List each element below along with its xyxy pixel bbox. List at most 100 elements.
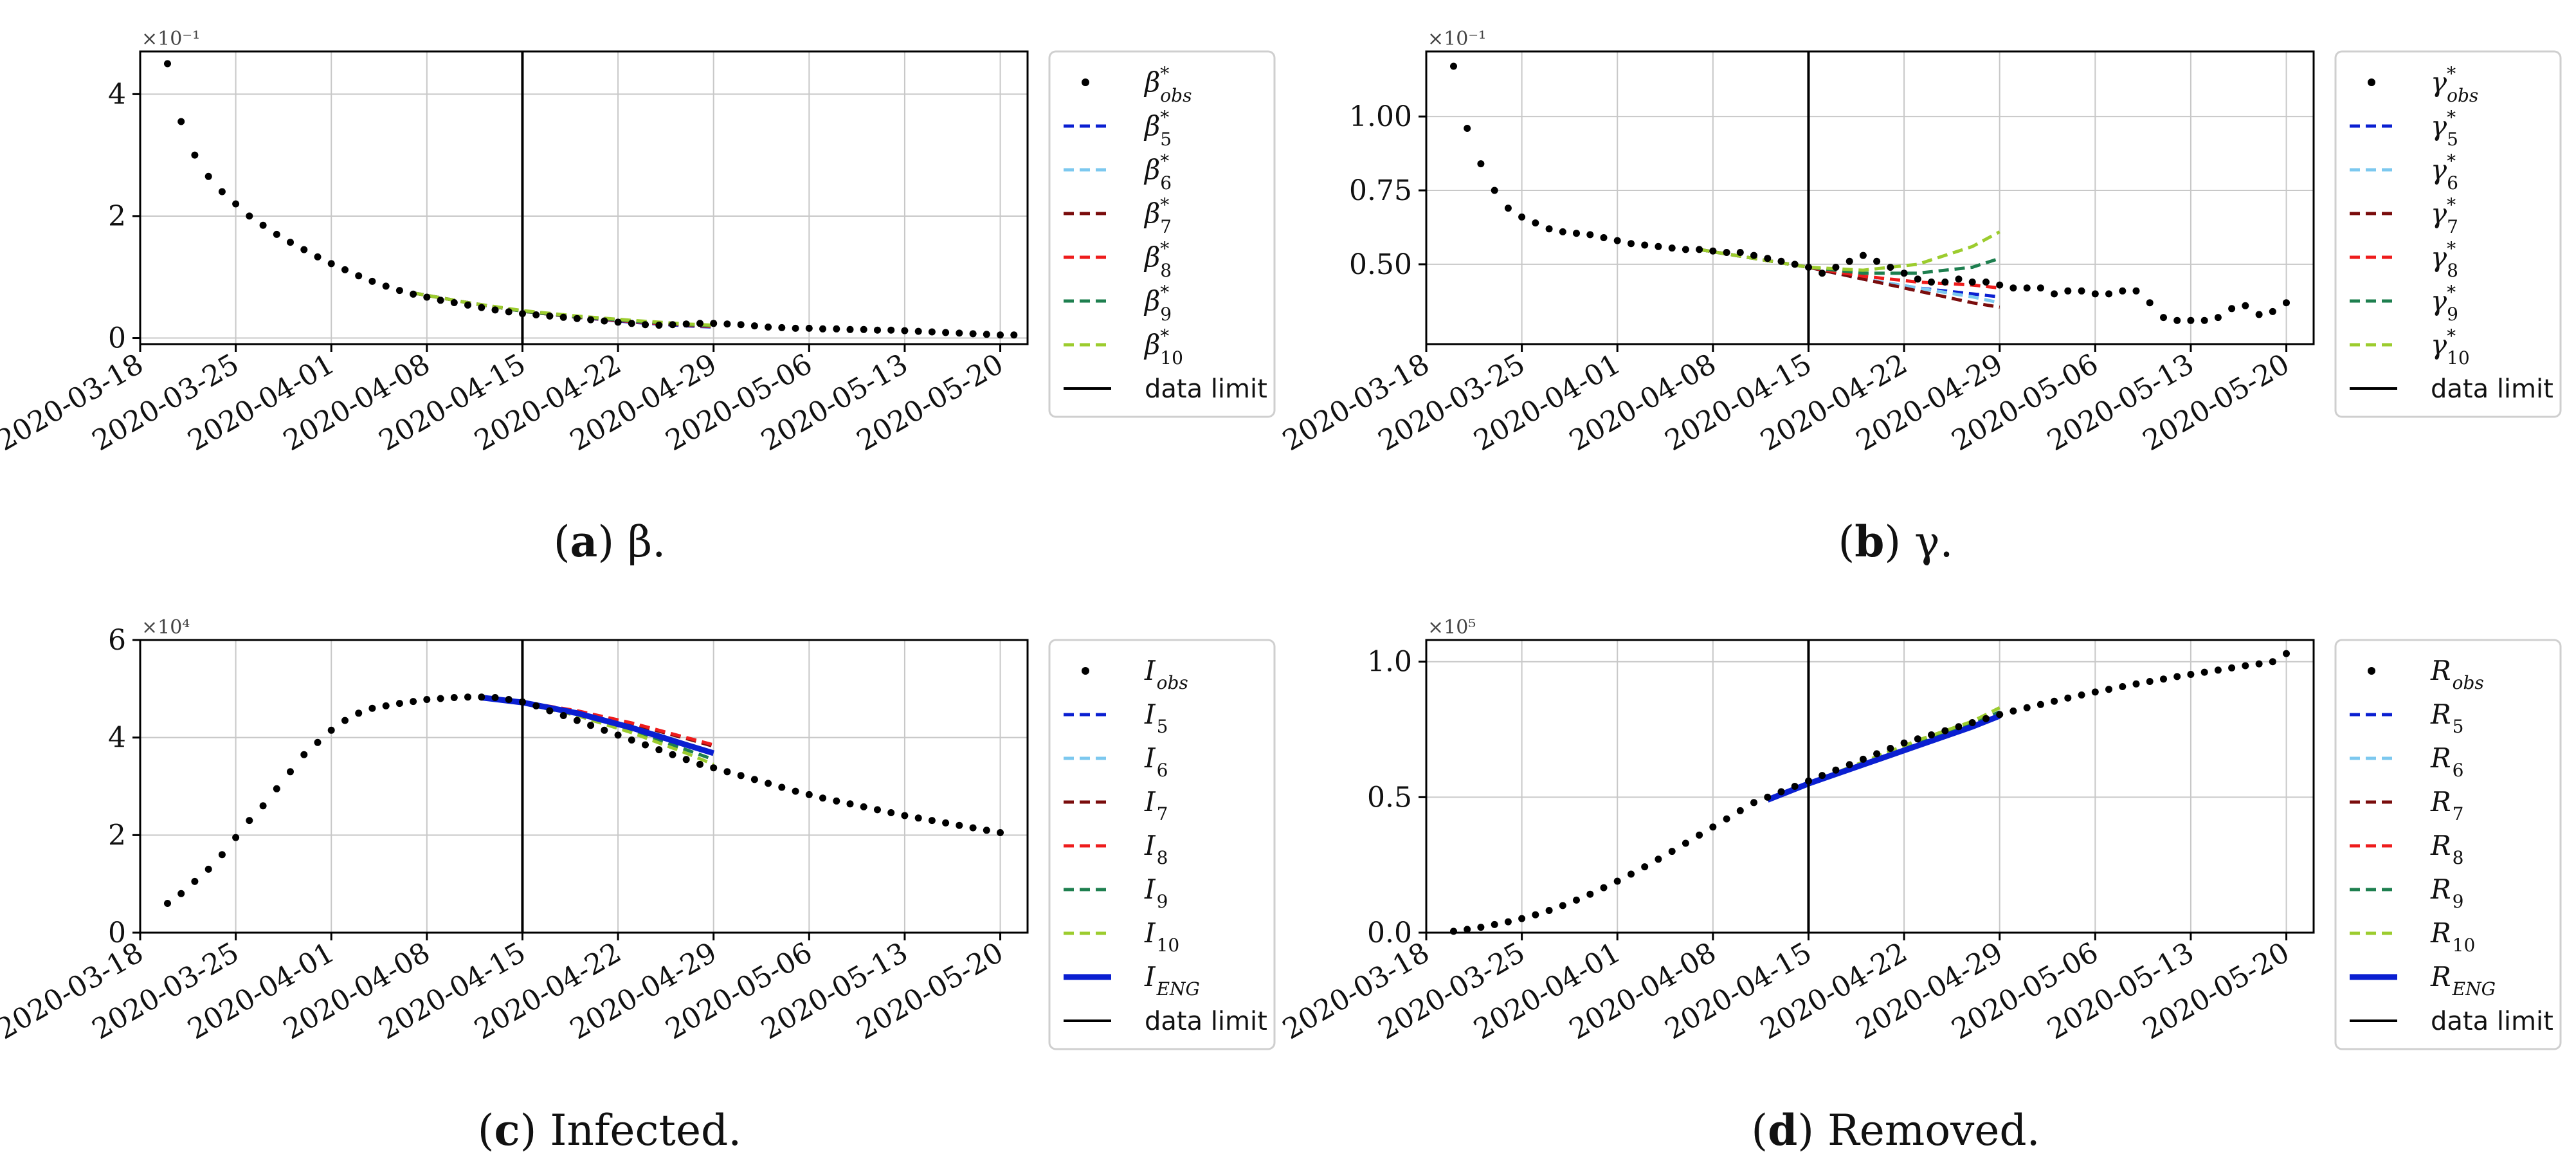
observed-point [1750,799,1757,807]
observed-point [1996,281,2004,289]
observed-point [164,60,171,68]
legend-entry: RENG [2350,961,2496,1000]
legend-entry: β* 8 [1064,238,1172,281]
observed-point [204,865,212,873]
legend-symbol-base: β [1143,110,1160,142]
legend-entry: γ* 6 [2350,151,2458,194]
legend-entry: β* 6 [1064,151,1172,194]
y-tick-label: 2 [108,200,126,233]
observed-point [2187,671,2195,678]
observed-point [395,287,403,295]
observed-point [2283,650,2290,657]
panel-caption: (d) Removed. [1751,1105,2040,1155]
legend-symbol-sup: * [1160,194,1169,215]
legend-symbol-sub: 7 [1157,803,1168,825]
observed-point [1709,823,1717,831]
observed-point [1846,257,1853,265]
observed-point [1777,788,1785,796]
legend-entry: I5 [1064,699,1168,737]
legend-label: IENG [1144,961,1200,1000]
legend-entry: I6 [1064,742,1168,781]
legend-label: I5 [1144,699,1168,737]
observed-point [969,824,977,832]
observed-point [2214,666,2222,674]
series-line-I10 [481,696,714,766]
observed-point [1696,246,1703,253]
observed-point [628,320,635,327]
observed-point [2146,299,2154,307]
observed-point [642,321,649,329]
observed-point [218,188,226,196]
legend-label: R6 [2430,742,2463,781]
observed-point [532,702,540,709]
observed-point [341,266,349,273]
legend-symbol-base: R [2430,961,2451,992]
observed-point [2228,305,2236,313]
observed-point [423,696,431,703]
observed-point [2105,686,2112,693]
legend-symbol-sub: 10 [1157,935,1180,956]
observed-point [983,827,990,834]
observed-point [778,324,786,331]
observed-point [2187,316,2195,324]
legend-symbol-base: I [1144,873,1156,905]
y-tick-label: 0 [108,322,126,355]
legend-symbol-sub: 6 [2447,172,2458,194]
observed-point [2009,707,2017,715]
observed-point [723,768,731,776]
observed-point [491,694,499,701]
observed-point [1859,251,1867,259]
observed-point [2228,664,2236,672]
legend-label: γ* 8 [2431,238,2458,281]
observed-point [587,316,595,324]
observed-point [2160,314,2167,322]
observed-point [450,694,458,701]
legend-entry: Robs [2368,655,2484,693]
observed-point [1846,761,1853,769]
legend-symbol-base: I [1144,830,1156,861]
observed-point [765,780,772,787]
observed-point [327,260,335,268]
legend-entry: I9 [1064,873,1168,912]
observed-point [2283,299,2290,307]
observed-point [655,322,663,329]
caption-text: β. [614,517,666,567]
observed-point [1968,279,1976,286]
legend-symbol-base: γ [2431,241,2447,273]
legend-entry: R6 [2350,742,2463,781]
observed-point [1887,264,1894,271]
observed-point [2091,688,2099,696]
observed-point [532,311,540,318]
legend-label: I7 [1144,786,1168,825]
legend-symbol-sup: * [2447,238,2456,259]
observed-point [1545,907,1553,914]
legend-box [1048,50,1276,418]
observed-points [1450,650,2290,935]
observed-point [1600,884,1608,891]
observed-point [1941,279,1949,286]
legend-symbol-base: I [1144,786,1156,818]
axis-multiplier: ×10⁻¹ [1428,28,1486,50]
observed-point [710,320,718,327]
observed-point [1518,213,1526,221]
observed-point [2173,673,2181,681]
observed-point [395,700,403,708]
y-tick-label: 4 [108,722,126,754]
y-tick-label: 0 [108,917,126,949]
legend-label: R9 [2430,873,2463,912]
observed-point [1628,240,1635,248]
observed-point [164,900,171,907]
observed-point [901,327,909,334]
legend-entry: Iobs [1082,655,1188,693]
legend-symbol-base: R [2430,830,2451,861]
observed-point [2036,700,2044,708]
observed-point [1736,807,1744,814]
observed-point [737,321,745,329]
legend-label: data limit [2431,1007,2553,1036]
legend-symbol-sub: 9 [2453,891,2464,912]
observed-point [2064,287,2072,295]
observed-point [1586,231,1594,239]
observed-point [259,221,267,229]
